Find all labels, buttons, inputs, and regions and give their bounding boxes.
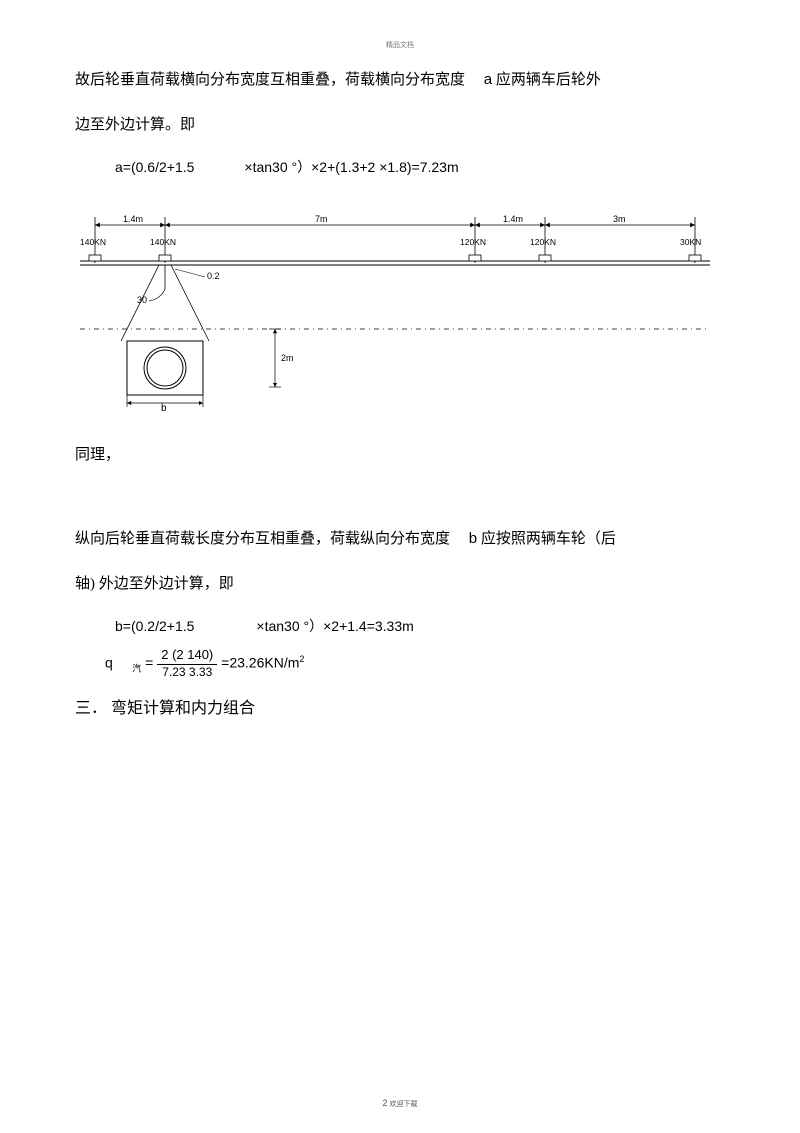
load-1: 140KN: [80, 237, 106, 247]
load-3: 120KN: [460, 237, 486, 247]
q-exp: 2: [299, 654, 304, 664]
diagram-svg: 1.4m 7m 1.4m 3m 140KN 140KN 120KN 120KN …: [75, 211, 715, 411]
formula-a-rhs: ×tan30 °）×2+(1.3+2 ×1.8)=7.23m: [244, 159, 458, 175]
q-numerator: 2 (2 140): [157, 647, 217, 665]
q-fraction: 2 (2 140) 7.23 3.33: [157, 647, 217, 680]
dim-1: 1.4m: [123, 214, 143, 224]
dim-4: 3m: [613, 214, 626, 224]
q-equals: =: [145, 655, 153, 671]
tire-thickness: 0.2: [207, 271, 220, 281]
page-footer: 2 欢迎下载: [382, 1098, 417, 1109]
load-5: 30KN: [680, 237, 701, 247]
q-subscript: 汽: [132, 663, 141, 673]
same-reason-text: 同理，: [75, 447, 120, 463]
load-4: 120KN: [530, 237, 556, 247]
formula-a-lhs: a=(0.6/2+1.5: [115, 159, 194, 175]
angle-30: 30: [137, 295, 147, 305]
dim-2: 7m: [315, 214, 328, 224]
p2-text-c: 轴) 外边至外边计算，即: [75, 576, 234, 592]
header-watermark: 精品文档: [386, 40, 414, 50]
section-3-title: 三． 弯矩计算和内力组合: [75, 691, 725, 726]
load-distribution-diagram: 1.4m 7m 1.4m 3m 140KN 140KN 120KN 120KN …: [75, 211, 725, 416]
paragraph-2-line1: 纵向后轮垂直荷载长度分布互相重叠，荷载纵向分布宽度 b 应按照两辆车轮（后: [75, 519, 725, 559]
q-denominator: 7.23 3.33: [157, 665, 217, 681]
base-width-b: b: [161, 403, 167, 411]
p2-var-b: b: [469, 530, 477, 547]
paragraph-1-line1: 故后轮垂直荷载横向分布宽度互相重叠，荷载横向分布宽度 a 应两辆车后轮外: [75, 60, 725, 100]
footer-note: 欢迎下载: [390, 1100, 418, 1108]
p1-text-b: 应两辆车后轮外: [496, 72, 601, 88]
load-2: 140KN: [150, 237, 176, 247]
paragraph-2-line2: 轴) 外边至外边计算，即: [75, 565, 725, 604]
dim-3: 1.4m: [503, 214, 523, 224]
formula-b-rhs: ×tan30 °）×2+1.4=3.33m: [256, 618, 413, 634]
p2-text-b: 应按照两辆车轮（后: [481, 531, 616, 547]
p2-text-a: 纵向后轮垂直荷载长度分布互相重叠，荷载纵向分布宽度: [75, 531, 450, 547]
section-3-text: 三． 弯矩计算和内力组合: [75, 700, 255, 717]
same-reason: 同理，: [75, 436, 725, 475]
paragraph-1-line2: 边至外边计算。即: [75, 106, 725, 145]
formula-q: q 汽 = 2 (2 140) 7.23 3.33 =23.26KN/m2: [75, 647, 725, 680]
formula-a: a=(0.6/2+1.5 ×tan30 °）×2+(1.3+2 ×1.8)=7.2…: [75, 151, 725, 185]
page-number: 2: [382, 1098, 387, 1108]
q-label: q: [105, 655, 113, 671]
p1-var-a: a: [484, 71, 492, 88]
formula-b: b=(0.2/2+1.5 ×tan30 °）×2+1.4=3.33m: [75, 610, 725, 644]
formula-b-lhs: b=(0.2/2+1.5: [115, 618, 194, 634]
q-result: =23.26KN/m: [221, 655, 299, 671]
depth-dim: 2m: [281, 353, 294, 363]
p1-text-a: 故后轮垂直荷载横向分布宽度互相重叠，荷载横向分布宽度: [75, 72, 465, 88]
p1-text-c: 边至外边计算。即: [75, 117, 195, 133]
